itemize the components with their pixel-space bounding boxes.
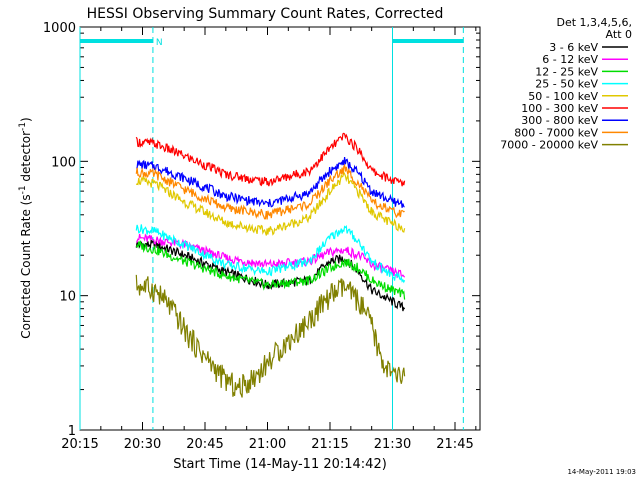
x-tick-label: 21:00 <box>249 437 286 452</box>
series-line <box>136 233 406 279</box>
y-axis-label-end: ) <box>19 117 33 122</box>
y-axis-label-main: Corrected Count Rate (s <box>19 194 33 338</box>
y-tick-label: 1 <box>68 424 76 439</box>
legend-entry-label: 300 - 800 keV <box>521 114 598 127</box>
legend-entry-label: 6 - 12 keV <box>542 53 598 66</box>
plot-area: 1 10 100 1000 20:15 20:30 20:45 21:00 21:15 21:30… <box>43 21 481 452</box>
footer-date: 14-May-2011 19:03 <box>567 468 636 476</box>
x-tick-label: 21:30 <box>374 437 411 452</box>
legend-entry-label: 800 - 7000 keV <box>514 126 598 139</box>
x-tick-label: 21:15 <box>311 437 348 452</box>
legend-header-line-2: Att 0 <box>606 28 632 41</box>
y-tick-label: 10 <box>59 290 76 305</box>
legend-entry-label: 100 - 300 keV <box>521 102 598 115</box>
series-line <box>135 240 406 300</box>
series-line <box>135 132 406 187</box>
y-axis-label-sup1: -1 <box>18 185 28 194</box>
series-line <box>136 157 405 208</box>
x-tick-label: 20:30 <box>124 437 161 452</box>
series-line <box>135 163 405 220</box>
series-line <box>135 170 406 236</box>
series-line <box>135 224 406 284</box>
flag-label: N <box>156 38 163 48</box>
legend-entry-label: 25 - 50 keV <box>535 78 598 91</box>
y-axis-label: Corrected Count Rate (s-1 detector-1) <box>18 117 33 338</box>
y-axis-label-mid: detector <box>19 131 33 186</box>
series-line <box>135 274 406 398</box>
x-axis-label: Start Time (14-May-11 20:14:42) <box>173 457 387 472</box>
legend-entry-label: 3 - 6 keV <box>549 41 598 54</box>
x-tick-label: 20:45 <box>186 437 223 452</box>
y-tick-label: 100 <box>51 155 76 170</box>
y-tick-label: 1000 <box>43 21 76 36</box>
legend-entry-label: 50 - 100 keV <box>528 90 598 103</box>
legend-header-line-1: Det 1,3,4,5,6, <box>556 16 632 29</box>
plot-frame <box>79 26 481 431</box>
legend-entry-label: 12 - 25 keV <box>535 65 598 78</box>
y-axis-label-sup2: -1 <box>18 122 28 131</box>
legend-entry-label: 7000 - 20000 keV <box>500 139 598 152</box>
x-tick-label: 21:45 <box>436 437 473 452</box>
chart-title: HESSI Observing Summary Count Rates, Cor… <box>87 6 444 22</box>
x-tick-label: 20:15 <box>61 437 98 452</box>
